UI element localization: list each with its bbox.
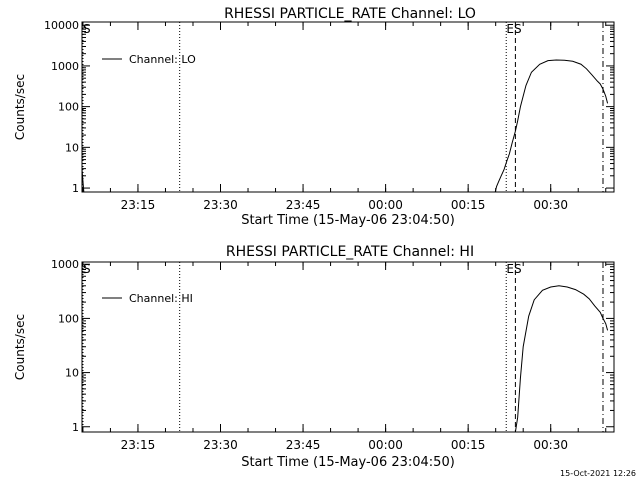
- chart-lo-legend: Channel: LO: [102, 53, 196, 66]
- chart-hi-legend-label: Channel: HI: [129, 292, 193, 305]
- chart-lo-title: RHESSI PARTICLE_RATE Channel: LO: [224, 6, 476, 22]
- chart-hi-x-axis: 23:15 23:30 23:45 00:00 00:15 00:30: [82, 262, 607, 452]
- chart-hi-title: RHESSI PARTICLE_RATE Channel: HI: [226, 244, 474, 260]
- chart-lo-x-tick-label: 00:30: [533, 198, 568, 212]
- chart-hi-event-lines: S ES: [82, 262, 604, 432]
- chart-hi-x-tick-label: 00:00: [368, 438, 403, 452]
- chart-hi-series-line: [514, 285, 609, 433]
- footer-timestamp: 15-Oct-2021 12:26: [560, 469, 636, 478]
- chart-hi-x-tick-label: 00:30: [533, 438, 568, 452]
- chart-hi-x-tick-label: 23:15: [121, 438, 156, 452]
- chart-lo-y-tick-label: 10000: [44, 19, 79, 32]
- chart-hi-y-tick-label: 10: [65, 367, 79, 380]
- chart-lo-vline-label: ES: [506, 22, 521, 36]
- chart-lo-x-axis: 23:15 23:30 23:45 00:00 00:15 00:30: [82, 22, 607, 212]
- chart-lo-y-tick-label: 100: [58, 101, 79, 114]
- chart-lo-x-tick-label: 00:00: [368, 198, 403, 212]
- chart-hi-x-tick-label: 00:15: [451, 438, 486, 452]
- chart-lo-y-axis: 1 10 100 1000 10000: [44, 19, 614, 195]
- chart-lo-y-tick-label: 1: [72, 182, 79, 195]
- chart-lo-legend-label: Channel: LO: [129, 53, 196, 66]
- chart-hi-vline-label: S: [83, 262, 91, 276]
- chart-hi-x-label: Start Time (15-May-06 23:04:50): [241, 455, 455, 470]
- chart-hi-legend: Channel: HI: [102, 292, 193, 305]
- chart-lo-y-tick-label: 10: [65, 141, 79, 154]
- chart-hi-y-label: Counts/sec: [13, 314, 27, 380]
- chart-hi-x-tick-label: 23:45: [286, 438, 321, 452]
- chart-lo-y-tick-label: 1000: [51, 60, 79, 73]
- chart-lo-y-label: Counts/sec: [13, 74, 27, 140]
- chart-hi-y-tick-label: 1000: [51, 258, 79, 271]
- chart-lo-vline-label: S: [83, 22, 91, 36]
- chart-lo-series-line: [81, 59, 609, 193]
- chart-lo-event-lines: S ES: [82, 22, 604, 192]
- chart-hi-x-tick-label: 23:30: [203, 438, 238, 452]
- chart-lo-x-tick-label: 23:30: [203, 198, 238, 212]
- chart-lo-x-label: Start Time (15-May-06 23:04:50): [241, 213, 455, 228]
- chart-lo: RHESSI PARTICLE_RATE Channel: LO 1101001…: [13, 6, 615, 228]
- chart-lo-x-tick-label: 23:15: [121, 198, 156, 212]
- chart-hi-y-tick-label: 100: [58, 312, 79, 325]
- chart-lo-x-tick-label: 00:15: [451, 198, 486, 212]
- chart-hi-y-tick-label: 1: [72, 421, 79, 434]
- chart-hi: RHESSI PARTICLE_RATE Channel: HI 1101001…: [13, 244, 615, 470]
- chart-hi-y-axis: 1 10 100 1000: [51, 258, 614, 434]
- chart-lo-x-tick-label: 23:45: [286, 198, 321, 212]
- chart-hi-vline-label: ES: [506, 262, 521, 276]
